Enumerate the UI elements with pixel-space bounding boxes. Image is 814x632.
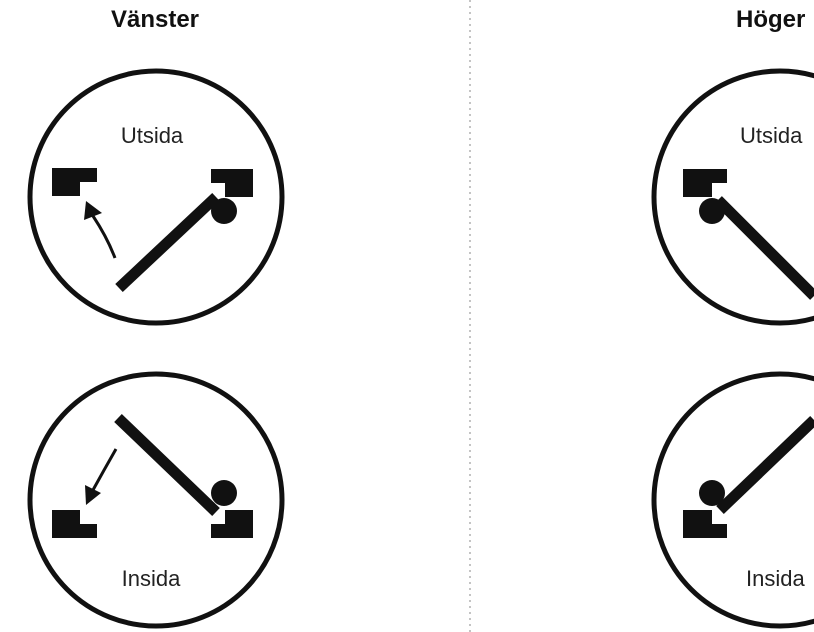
right-column-heading: Höger [736,6,805,33]
hinge-icon [699,198,725,224]
door-frame-block [211,169,253,197]
door-frame-block [683,510,727,538]
door-frame-block [683,169,727,197]
door-leaf [115,192,220,293]
diagram-right-outside: Utsida [651,68,814,326]
outside-label: Utsida [740,123,803,148]
door-frame-block [52,510,97,538]
diagram-circle [651,371,814,629]
door-frame-block [52,168,97,196]
diagram-circle [27,68,285,326]
swing-arrow-head [85,485,101,505]
outside-label: Utsida [121,123,184,148]
diagram-left-inside: Insida [27,371,285,629]
door-leaf [716,416,814,514]
swing-arrow-icon [91,448,118,491]
hinge-icon [211,480,237,506]
diagram-left-outside: Utsida [27,68,285,326]
swing-arrow-icon [91,215,117,259]
inside-label: Insida [122,566,181,591]
door-frame-block [211,510,253,538]
diagram-circle [27,371,285,629]
diagram-right-inside: Insida [651,371,814,629]
door-leaf [114,414,220,516]
inside-label: Insida [746,566,805,591]
diagram-circle [651,68,814,326]
left-column-heading: Vänster [111,6,199,33]
hinge-icon [211,198,237,224]
swing-arrow-head [84,201,102,220]
hinge-icon [699,480,725,506]
door-leaf [714,196,814,300]
